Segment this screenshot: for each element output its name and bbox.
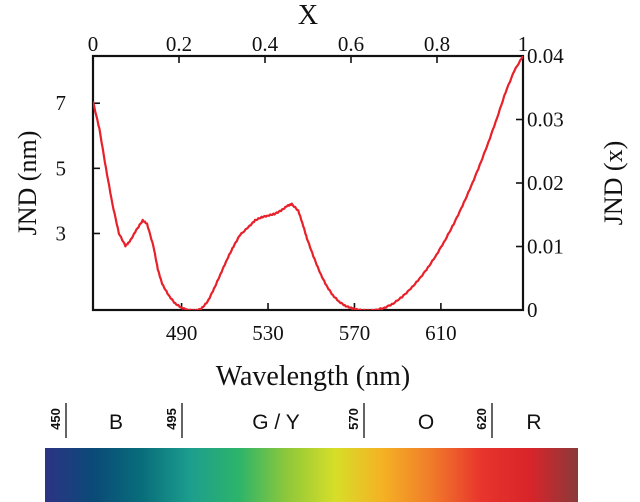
spectrum-bar	[45, 448, 578, 502]
top-tick-label: 0	[88, 32, 99, 56]
y-right-tick-label: 0.01	[527, 235, 564, 259]
y-left-tick-label: 7	[56, 91, 67, 115]
x-axis-title: Wavelength (nm)	[216, 361, 410, 392]
y-right-tick-label: 0	[527, 298, 538, 322]
top-tick-label: 0.8	[424, 32, 450, 56]
spectrum-boundary-label: 570	[346, 408, 361, 430]
spectrum-region-label: G / Y	[252, 411, 299, 434]
plot-frame	[91, 54, 525, 312]
top-tick-label: 1	[518, 32, 529, 56]
y-right-tick-label: 0.02	[527, 171, 564, 195]
y-right-axis-title: JND (x)	[599, 141, 628, 226]
spectrum-boundary-label: 450	[48, 408, 63, 430]
spectrum-region-label: R	[526, 411, 541, 434]
y-left-tick-label: 3	[56, 221, 67, 245]
spectrum-boundary-label: 495	[164, 408, 179, 430]
top-tick-label: 0.4	[252, 32, 279, 56]
x-tick-label: 570	[339, 321, 371, 345]
spectrum-region-label: O	[418, 411, 434, 434]
x-tick-label: 490	[166, 321, 198, 345]
top-tick-label: 0.2	[166, 32, 192, 56]
spectrum-region-label: B	[109, 411, 123, 434]
y-left-axis-title: JND (nm)	[13, 131, 42, 236]
spectrum-boundary-label: 620	[474, 408, 489, 430]
y-left-tick-label: 5	[56, 156, 67, 180]
x-tick-label: 610	[425, 321, 457, 345]
top-axis-title: X	[298, 0, 318, 31]
series-line	[93, 56, 523, 310]
x-tick-label: 530	[252, 321, 284, 345]
y-right-tick-label: 0.04	[527, 44, 564, 68]
top-tick-label: 0.6	[338, 32, 364, 56]
y-right-tick-label: 0.03	[527, 108, 564, 132]
